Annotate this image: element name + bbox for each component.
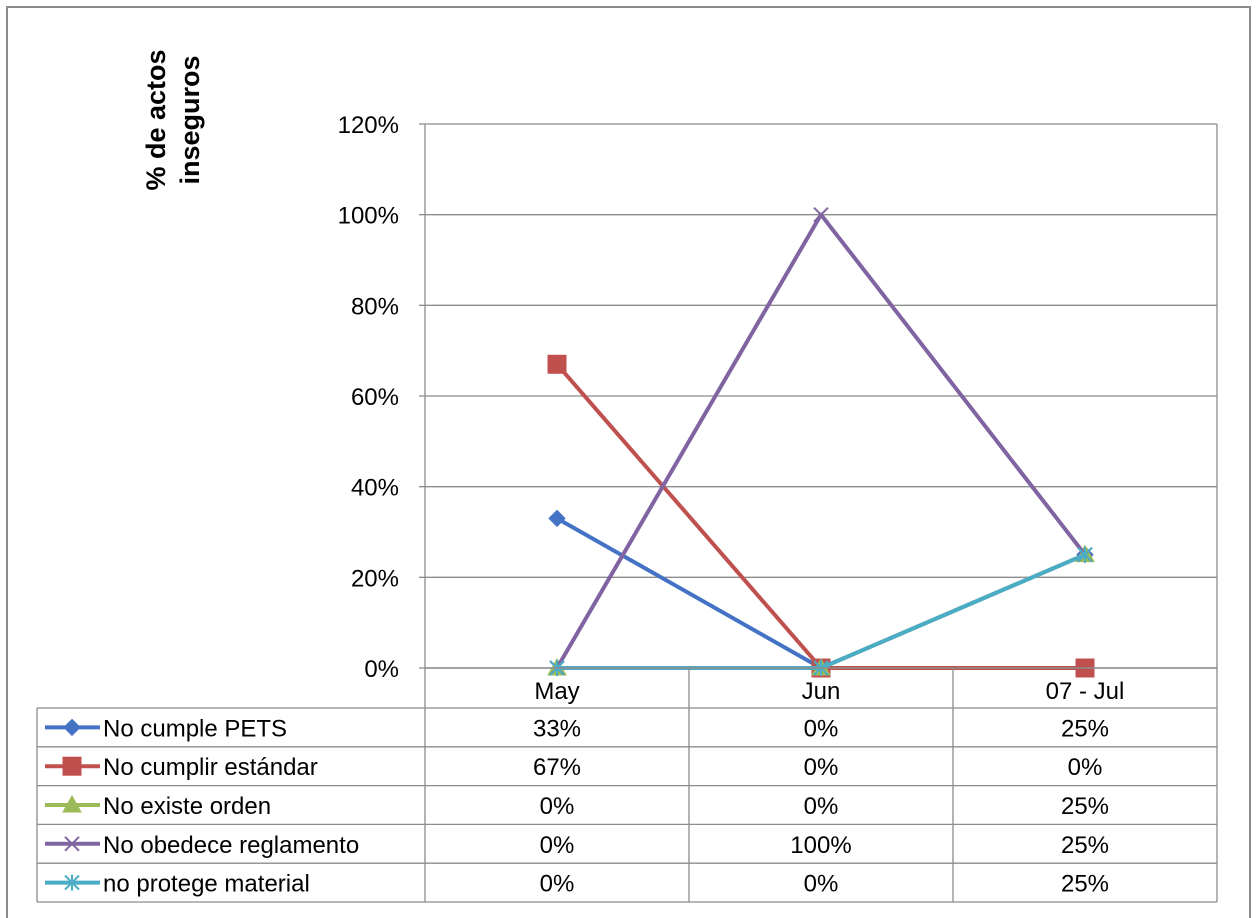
table-cell-value: 0% <box>540 832 575 859</box>
legend-entry: No cumplir estándar <box>103 754 318 781</box>
table-row: No obedece reglamento 0% 100% 25% <box>45 832 1109 859</box>
table-cell-value: 0% <box>804 715 839 742</box>
series-marker <box>1077 546 1093 563</box>
table-cell-value: 25% <box>1061 793 1109 820</box>
chart-frame <box>6 6 1251 918</box>
legend-entry: No cumple PETS <box>103 715 287 742</box>
y-tick-label: 60% <box>351 384 399 411</box>
table-cell-value: 25% <box>1061 832 1109 859</box>
legend-key <box>45 794 100 813</box>
table-cell-value: 25% <box>1061 715 1109 742</box>
y-tick-label: 40% <box>351 475 399 502</box>
legend-entry: no protege material <box>103 871 310 898</box>
series-marker <box>62 794 82 813</box>
y-axis-title-line: % de actos <box>141 49 171 190</box>
legend-entry: No existe orden <box>103 793 271 820</box>
x-tick-label: May <box>534 678 579 705</box>
series-marker <box>64 836 80 852</box>
table-row: No existe orden 0% 0% 25% <box>45 793 1109 820</box>
table-cell-value: 0% <box>1068 754 1103 781</box>
table-cell-value: 0% <box>804 871 839 898</box>
legend-entry: No obedece reglamento <box>103 832 359 859</box>
y-tick-label: 20% <box>351 565 399 592</box>
legend-key <box>45 836 100 852</box>
table-cell-value: 67% <box>533 754 581 781</box>
legend-key <box>45 756 100 776</box>
table-row: no protege material 0% 0% 25% <box>45 871 1109 898</box>
table-cell-value: 0% <box>804 793 839 820</box>
table-cell-value: 25% <box>1061 871 1109 898</box>
table-row: No cumple PETS 33% 0% 25% <box>45 715 1109 742</box>
series-marker <box>63 718 81 737</box>
y-tick-label: 0% <box>364 656 399 683</box>
y-tick-label: 100% <box>338 203 399 230</box>
y-tick-label: 120% <box>338 112 399 139</box>
series-marker <box>64 874 80 891</box>
table-row: No cumplir estándar 67% 0% 0% <box>45 754 1102 781</box>
table-cell-value: 0% <box>540 871 575 898</box>
x-tick-label: Jun <box>802 678 841 705</box>
x-tick-label: 07 - Jul <box>1046 678 1125 705</box>
table-cell-value: 0% <box>804 754 839 781</box>
series-marker <box>813 206 829 223</box>
table-cell-value: 0% <box>540 793 575 820</box>
y-axis-title-line: inseguros <box>175 55 205 184</box>
series-marker <box>62 756 82 776</box>
y-axis-ticks: 0% 20% 40% 60% 80% 100% 120% <box>338 112 425 683</box>
legend-key <box>45 718 100 737</box>
y-axis-title: % de actos inseguros <box>141 49 205 190</box>
legend-key <box>45 874 100 891</box>
series-marker <box>547 354 567 374</box>
series-marker <box>548 509 566 528</box>
y-axis-label: % de actos inseguros <box>141 49 205 190</box>
table-cell-value: 33% <box>533 715 581 742</box>
table-cell-value: 100% <box>790 832 851 859</box>
y-tick-label: 80% <box>351 293 399 320</box>
